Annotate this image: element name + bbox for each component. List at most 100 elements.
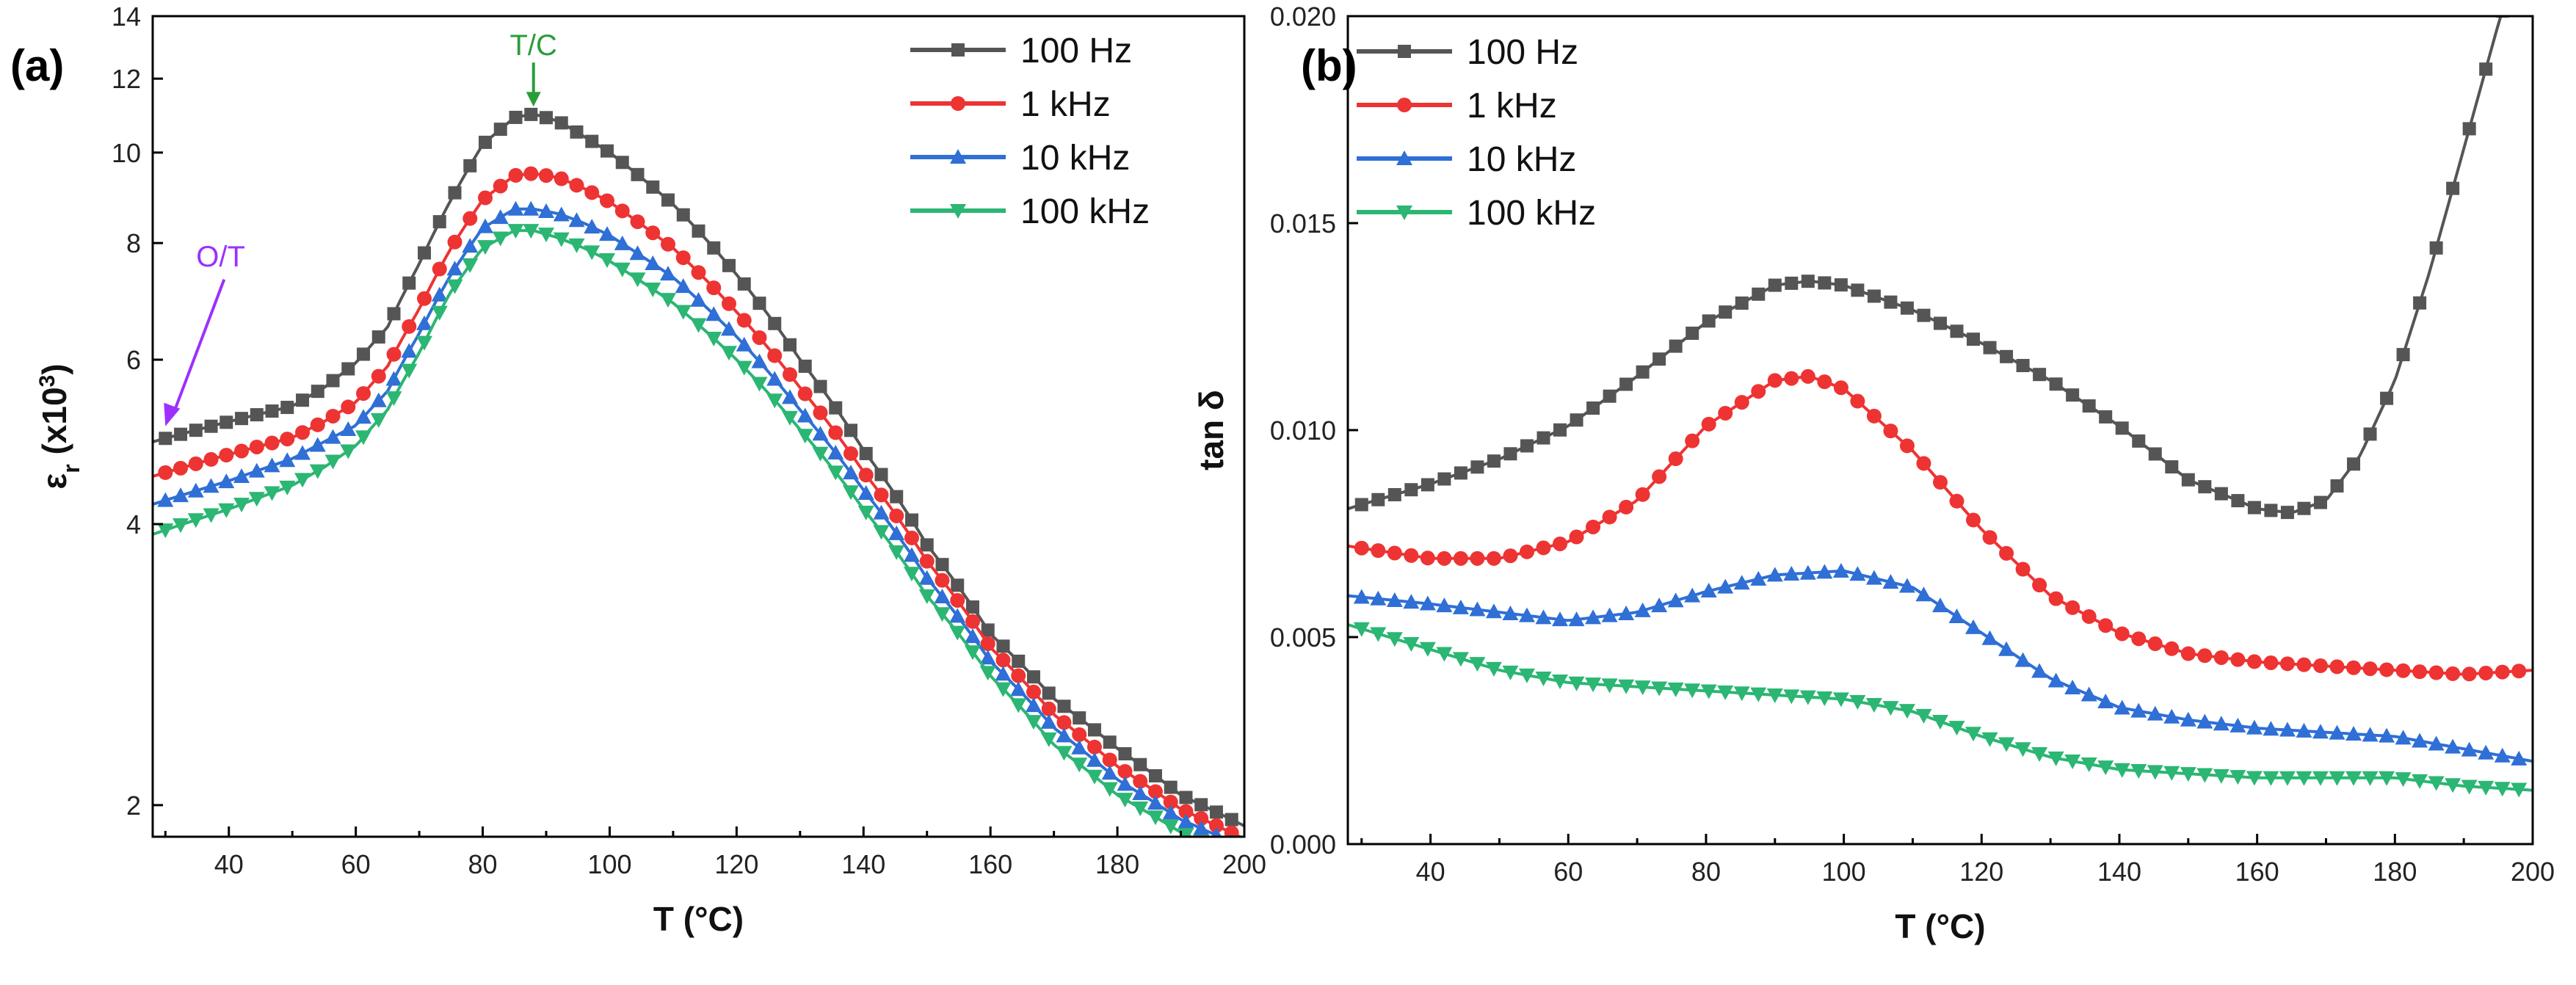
- data-point: [2461, 741, 2478, 757]
- data-point: [1209, 805, 1223, 819]
- data-point: [523, 166, 539, 181]
- data-point: [2461, 779, 2478, 795]
- data-point: [812, 446, 829, 462]
- data-point: [751, 353, 768, 368]
- data-point: [509, 110, 523, 124]
- data-point: [2130, 764, 2147, 779]
- data-point: [2445, 738, 2461, 754]
- data-point: [1386, 632, 1403, 647]
- data-point: [416, 315, 433, 330]
- data-point: [233, 468, 250, 483]
- data-point: [540, 111, 554, 125]
- data-point: [462, 238, 479, 253]
- data-point: [1421, 478, 1434, 492]
- data-point: [326, 374, 340, 388]
- data-point: [782, 367, 797, 382]
- data-point: [1535, 671, 1552, 686]
- legend-marker: [1396, 206, 1412, 220]
- data-point: [1211, 826, 1222, 837]
- data-point: [2081, 609, 2097, 625]
- data-point: [2263, 655, 2279, 670]
- data-point: [1981, 732, 1998, 747]
- data-point: [1915, 586, 1932, 602]
- data-point: [310, 417, 325, 432]
- data-point: [1799, 690, 1816, 705]
- data-point: [918, 589, 935, 604]
- data-point: [1403, 594, 1420, 609]
- annotation-arrowhead: [164, 402, 181, 426]
- data-point: [1849, 694, 1866, 710]
- data-point: [508, 167, 523, 183]
- data-point: [2362, 727, 2379, 742]
- data-point: [159, 432, 173, 446]
- data-point: [446, 279, 463, 294]
- data-point: [1949, 493, 1964, 509]
- data-point: [2395, 663, 2411, 678]
- data-point: [2198, 480, 2212, 494]
- panel-label: (a): [10, 41, 64, 90]
- y-tick-label: 8: [126, 228, 141, 258]
- data-point: [1040, 713, 1057, 729]
- data-point: [1948, 608, 1965, 624]
- data-point: [1685, 433, 1700, 448]
- data-point: [2263, 771, 2279, 786]
- data-point: [1667, 682, 1684, 697]
- data-point: [309, 437, 326, 452]
- data-point: [874, 487, 889, 503]
- data-point: [507, 224, 524, 239]
- data-point: [2131, 631, 2147, 647]
- data-point: [371, 368, 386, 384]
- data-point: [1767, 373, 1782, 388]
- data-point: [768, 316, 782, 330]
- data-point: [324, 454, 341, 470]
- series-line-1-khz: [1348, 374, 2533, 676]
- data-point: [584, 185, 600, 200]
- data-point: [1147, 784, 1163, 799]
- data-point: [311, 385, 324, 399]
- data-point: [2379, 727, 2395, 743]
- data-point: [2231, 494, 2245, 508]
- data-point: [1948, 721, 1965, 736]
- data-point: [1193, 820, 1210, 835]
- data-point: [477, 218, 494, 233]
- data-point: [2511, 664, 2527, 679]
- data-point: [1071, 739, 1088, 755]
- data-point: [1785, 276, 1799, 290]
- data-point: [2031, 663, 2048, 678]
- data-point: [2362, 771, 2379, 786]
- data-point: [1849, 566, 1866, 581]
- data-point: [1420, 550, 1435, 566]
- data-point: [218, 473, 235, 489]
- y-tick-label: 12: [112, 64, 141, 94]
- data-point: [783, 338, 797, 352]
- data-point: [2511, 750, 2528, 766]
- data-point: [1026, 684, 1041, 699]
- data-point: [187, 513, 204, 528]
- data-point: [873, 525, 890, 540]
- data-point: [568, 212, 585, 228]
- data-point: [2296, 771, 2312, 786]
- data-point: [2461, 666, 2477, 682]
- chart-panel-b: 40 60 80 100 120 140 160 180 2000.0000.0050.0100…: [1192, 1, 2555, 945]
- y-tick-label: 0.020: [1270, 1, 1336, 32]
- data-point: [1519, 544, 1534, 559]
- data-point: [2213, 768, 2229, 784]
- data-point: [2080, 686, 2097, 702]
- legend-entry: 10 kHz: [1467, 140, 1576, 179]
- data-point: [340, 421, 357, 437]
- data-point: [357, 347, 371, 361]
- data-point: [1117, 793, 1133, 808]
- data-point: [1010, 681, 1027, 697]
- y-tick-label: 0.015: [1270, 208, 1336, 239]
- data-point: [1619, 377, 1633, 391]
- data-point: [1502, 665, 1519, 680]
- y-tick-label: 0.000: [1270, 829, 1336, 859]
- data-point: [1387, 545, 1402, 561]
- data-point: [858, 468, 874, 483]
- data-point: [1883, 424, 1898, 439]
- data-point: [766, 371, 783, 386]
- data-point: [1752, 287, 1766, 301]
- legend-entry: 100 kHz: [1467, 194, 1596, 233]
- data-point: [2494, 747, 2511, 763]
- data-point: [1618, 605, 1635, 620]
